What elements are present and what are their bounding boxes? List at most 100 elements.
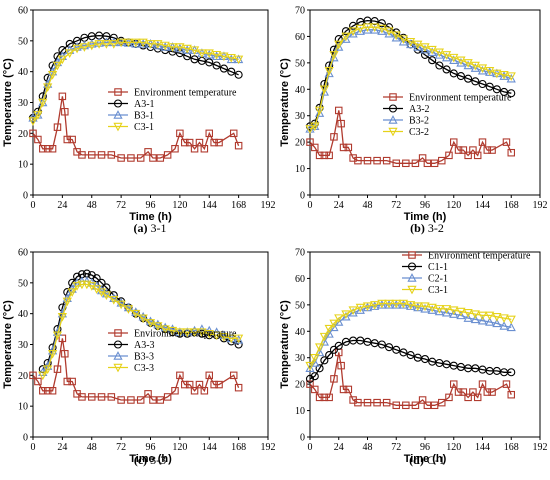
- x-tick-label: 120: [446, 200, 461, 211]
- y-tick-label: 20: [18, 129, 28, 140]
- legend-marker: [407, 262, 417, 271]
- data-point: [477, 65, 488, 75]
- data-point: [226, 54, 236, 63]
- data-point: [88, 393, 96, 401]
- x-tick-label: 72: [391, 442, 401, 453]
- data-point: [507, 89, 516, 98]
- data-point: [442, 65, 451, 74]
- x-tick-label: 48: [87, 442, 97, 453]
- data-point: [370, 17, 379, 26]
- y-tick-label: 10: [295, 164, 305, 175]
- data-point: [171, 145, 179, 153]
- data-point: [370, 301, 380, 310]
- legend-label: Environment temperature: [428, 251, 531, 262]
- data-point: [507, 368, 516, 377]
- data-point: [477, 315, 488, 325]
- data-point: [197, 328, 207, 338]
- panel-caption: (a) 3-1: [134, 221, 167, 235]
- data-point: [402, 401, 410, 410]
- x-tick-label: 96: [420, 442, 430, 453]
- data-point: [185, 138, 194, 147]
- data-point: [136, 396, 145, 404]
- data-point: [156, 154, 165, 162]
- x-tick-label: 24: [57, 442, 67, 453]
- data-point: [483, 388, 492, 396]
- data-point: [344, 385, 353, 394]
- data-point: [456, 307, 466, 317]
- data-point: [205, 371, 214, 380]
- data-point: [334, 314, 344, 323]
- legend-marker: [388, 104, 398, 113]
- y-axis-title: Temperature (°C): [2, 300, 14, 389]
- data-point: [413, 40, 423, 50]
- x-tick-label: 72: [116, 200, 126, 211]
- data-point: [65, 49, 75, 59]
- data-point: [109, 40, 119, 49]
- data-point: [363, 156, 372, 165]
- x-tick-label: 192: [533, 442, 548, 453]
- data-point: [190, 55, 199, 64]
- data-point: [190, 386, 199, 395]
- data-point: [506, 322, 516, 332]
- data-point: [78, 393, 86, 401]
- data-point: [57, 55, 67, 65]
- data-point: [107, 393, 116, 401]
- data-point: [127, 396, 135, 404]
- data-point: [97, 393, 106, 401]
- data-point: [305, 361, 315, 371]
- x-tick-label: 168: [504, 200, 519, 211]
- x-axis-title: Time (h): [404, 453, 447, 465]
- data-point: [477, 64, 488, 74]
- data-point: [427, 47, 437, 57]
- data-point: [189, 325, 200, 335]
- data-point: [153, 319, 163, 329]
- data-point: [185, 380, 194, 389]
- data-point: [138, 314, 148, 324]
- data-point: [441, 52, 452, 62]
- data-point: [175, 328, 185, 338]
- data-point: [68, 377, 76, 386]
- data-point: [354, 398, 362, 407]
- data-point: [311, 143, 319, 152]
- x-tick-label: 192: [261, 442, 276, 453]
- data-point: [34, 135, 42, 144]
- data-point: [306, 380, 314, 388]
- data-point: [339, 143, 348, 152]
- data-point: [229, 371, 238, 380]
- y-tick-label: 10: [18, 402, 28, 413]
- data-point: [334, 40, 344, 50]
- legend-marker: [114, 329, 122, 337]
- panel-caption-letter: (c): [134, 453, 147, 467]
- legend-marker: [388, 127, 398, 137]
- data-point: [334, 106, 343, 115]
- data-point: [219, 64, 228, 73]
- y-axis-title: Temperature (°C): [279, 58, 291, 147]
- data-point: [131, 309, 141, 319]
- data-point: [377, 340, 386, 349]
- data-point: [463, 59, 473, 68]
- legend-label: A3-3: [134, 340, 155, 351]
- y-tick-label: 30: [295, 353, 305, 364]
- x-tick-label: 168: [504, 442, 519, 453]
- data-point: [370, 24, 380, 34]
- data-point: [234, 383, 243, 392]
- data-point: [226, 334, 236, 344]
- data-point: [463, 313, 473, 322]
- panel-caption: (d) C-1: [409, 453, 445, 467]
- data-point: [94, 38, 104, 47]
- data-point: [324, 324, 334, 334]
- y-tick-label: 0: [300, 191, 305, 202]
- data-point: [320, 393, 329, 402]
- legend-label: B3-2: [409, 116, 429, 127]
- data-point: [182, 328, 192, 338]
- panel-caption-letter: (d): [409, 453, 424, 467]
- chart-panel-4: 0 24 48 72 96 120 144 168 192 0 10 20 30 40 50 60 70 Time…: [279, 248, 548, 468]
- data-point: [348, 27, 358, 37]
- data-point: [329, 52, 339, 62]
- data-point: [28, 117, 38, 126]
- data-point: [47, 71, 58, 80]
- data-point: [77, 280, 87, 290]
- legend-label: C1-1: [428, 262, 448, 273]
